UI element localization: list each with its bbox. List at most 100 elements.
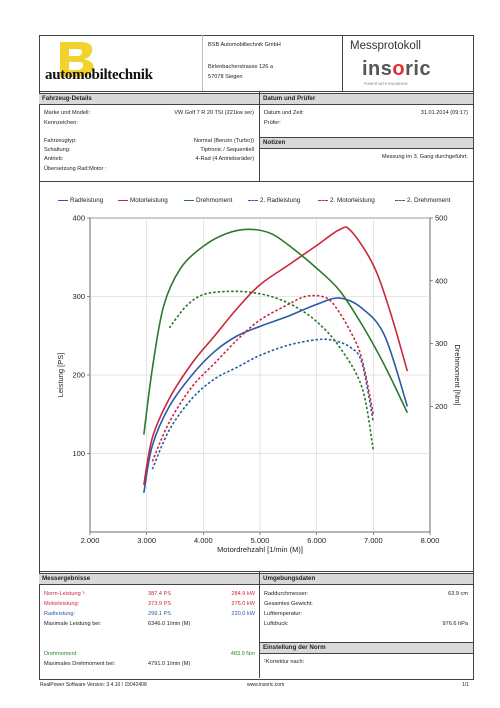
brand-part-o: o <box>392 58 406 80</box>
legend-label: Radleistung <box>70 197 104 204</box>
torque-label: Drehmoment <box>44 651 77 657</box>
x-axis-label: Motordrehzahl [1/min (M)] <box>217 545 303 554</box>
legend-label: Motorleistung <box>130 197 168 204</box>
legend-swatch <box>318 199 328 201</box>
result-row-value: 299.1 PS <box>148 611 172 617</box>
results-vdivider <box>259 572 260 678</box>
x-tick-label: 4.000 <box>194 536 213 545</box>
chart-bottom-divider <box>39 571 473 572</box>
legend-swatch <box>248 199 258 201</box>
legend-swatch <box>395 199 405 201</box>
legend-item: 2. Drehmoment <box>395 197 450 204</box>
x-tick-label: 6.000 <box>307 536 326 545</box>
series-line-drehmoment <box>143 228 409 435</box>
legend-swatch <box>184 199 194 201</box>
y-tick-label: 300 <box>72 292 85 301</box>
footer-url[interactable]: www.insoric.com <box>247 682 285 688</box>
result-row-value: 6346.0 1/min (M) <box>148 621 191 627</box>
vehicle-row-value: Normal (Benzin (Turbo)) <box>193 138 254 144</box>
legend-item: Motorleistung <box>118 197 168 204</box>
y-tick-label: 200 <box>72 371 85 380</box>
notes-text: Messung im 3. Gang durchgeführt. <box>381 154 468 160</box>
torque-value: 483.9 Nm <box>230 651 255 657</box>
legend-item: 2. Radleistung <box>248 197 300 204</box>
y2-axis-label: Drehmoment [Nm] <box>453 344 462 405</box>
series-line-2-radleistung <box>151 338 375 470</box>
legend-label: 2. Drehmoment <box>407 197 451 204</box>
legend-swatch <box>118 199 128 201</box>
y-tick-label: 100 <box>72 449 85 458</box>
footer-page: 1/1 <box>462 682 469 688</box>
footer-software: RealPower Software Version: 3.4.10 / 150… <box>40 682 147 688</box>
result-row-value-kw: 284.9 kW <box>231 591 255 597</box>
header-divider <box>39 91 473 92</box>
vehicle-heading: Fahrzeug-Details <box>39 93 259 105</box>
details-vdivider <box>259 92 260 181</box>
series-line-motorleistung <box>143 226 409 486</box>
chart-top-divider <box>39 181 473 182</box>
vehicle-row-value: 4-Rad (4 Antriebsräder) <box>195 156 254 162</box>
date-value: 31.01.2014 (09:17) <box>420 110 468 116</box>
legend-label: Drehmoment <box>196 197 233 204</box>
torque-at-value: 4791.0 1/min (M) <box>148 661 191 667</box>
legend-label: 2. Radleistung <box>260 197 301 204</box>
legend-item: Radleistung <box>58 197 103 204</box>
legend-swatch <box>58 199 68 201</box>
y2-tick-label: 500 <box>435 214 448 223</box>
env-row-label: Gesamtes Gewicht: <box>264 601 313 607</box>
result-row-label: Maximale Leistung bei: <box>44 621 102 627</box>
x-tick-label: 2.000 <box>81 536 100 545</box>
result-row-label: Radleistung: <box>44 611 76 617</box>
company-name: BSB Automobiltechnik GmbH <box>208 42 281 48</box>
torque-at-label: Maximales Drehmoment bei: <box>44 661 116 667</box>
y-axis-label: Leistung [PS] <box>56 353 65 398</box>
y2-tick-label: 400 <box>435 276 448 285</box>
vehicle-row-label: Marke und Modell: <box>44 110 91 116</box>
result-row-value-kw: 275.0 kW <box>231 601 255 607</box>
notes-heading: Notizen <box>260 137 473 149</box>
brand-subtitle: POWER WITH KNOWHOW <box>364 82 408 86</box>
env-row-value: 63.9 cm <box>448 591 468 597</box>
vehicle-row-label: Antrieb: <box>44 156 64 162</box>
legend-label: 2. Motorleistung <box>330 197 375 204</box>
vehicle-row-label: Schaltung: <box>44 147 71 153</box>
series-line-radleistung <box>143 297 409 493</box>
x-tick-label: 5.000 <box>251 536 270 545</box>
date-label: Datum und Zeit: <box>264 110 304 116</box>
env-row-label: Raddurchmesser: <box>264 591 309 597</box>
company-city: 57078 Siegen <box>208 74 243 80</box>
datetime-heading: Datum und Prüfer <box>260 93 473 105</box>
legend-item: 2. Motorleistung <box>318 197 375 204</box>
vehicle-row-label: Kennzeichen: <box>44 120 78 126</box>
y2-tick-label: 200 <box>435 402 448 411</box>
env-row-label: Lufttemperatur: <box>264 611 302 617</box>
env-row-value: 976.6 hPa <box>442 621 468 627</box>
company-street: Birlenbacherstrasse 126 a <box>208 64 273 70</box>
y-tick-label: 400 <box>72 214 85 223</box>
result-row-value-kw: 220.0 kW <box>231 611 255 617</box>
series-line-2-motorleistung <box>151 294 375 462</box>
brand-part-b: ric <box>405 58 432 80</box>
page-frame <box>39 35 474 680</box>
page-title: Messprotokoll <box>350 40 421 52</box>
brand-part-a: ins <box>362 58 393 80</box>
series-line-2-drehmoment <box>168 290 375 451</box>
result-row-label: Motorleistung: <box>44 601 80 607</box>
result-row-value: 373.9 PS <box>148 601 172 607</box>
logo-text: automobiltechnik <box>45 67 153 83</box>
x-tick-label: 3.000 <box>137 536 156 545</box>
vehicle-row-value: VW Golf 7 R 20 TSI (221kw ser) <box>174 110 254 116</box>
header-vdivider <box>342 35 343 91</box>
y2-tick-label: 300 <box>435 339 448 348</box>
env-row-label: Luftdruck: <box>264 621 289 627</box>
results-heading: Messergebnisse <box>39 573 259 585</box>
vehicle-row-value: Tiptronic / Sequentiell <box>200 147 254 153</box>
company-logo-icon <box>60 42 94 77</box>
vehicle-row-label: Fahrzeugtyp: <box>44 138 77 144</box>
x-tick-label: 8.000 <box>421 536 440 545</box>
brand-logo: insoric <box>362 58 431 81</box>
vehicle-row-label: Übersetzung Rad:Motor : <box>44 166 107 172</box>
x-tick-label: 7.000 <box>364 536 383 545</box>
result-row-label: Norm-Leistung ¹: <box>44 591 86 597</box>
